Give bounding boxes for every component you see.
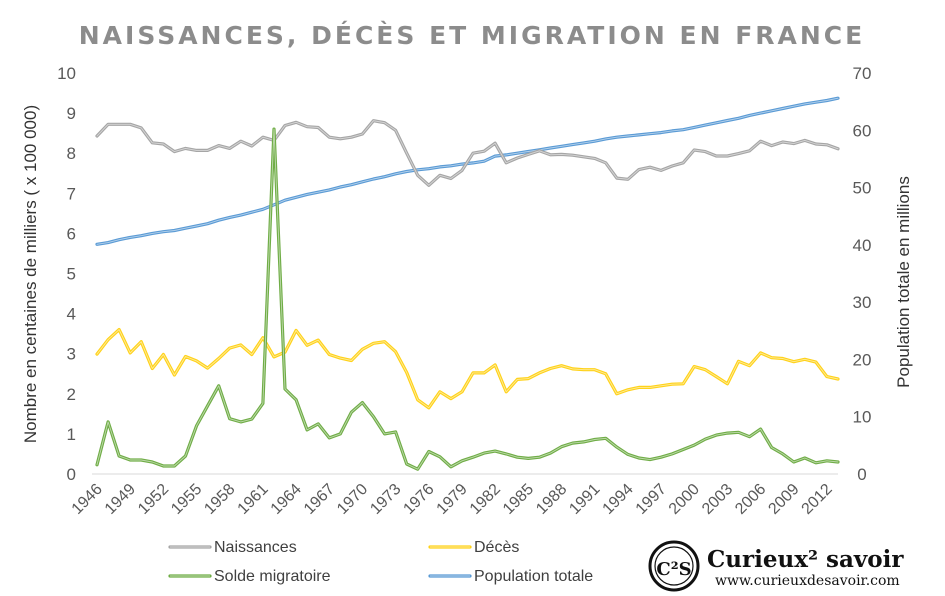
legend-label-solde-migratoire: Solde migratoire <box>214 568 331 585</box>
y2-tick-label: 0 <box>857 465 866 484</box>
x-tick-label: 1976 <box>400 481 437 518</box>
brand-name: Curieux² savoir <box>707 546 904 573</box>
series-line-naissances <box>95 119 840 187</box>
series-highlight-naissances <box>96 120 839 186</box>
y-tick-label: 7 <box>67 184 76 203</box>
x-tick-label: 2000 <box>666 481 703 518</box>
legend-label-d-c-s: Décès <box>474 539 519 556</box>
x-tick-label: 1991 <box>566 481 603 518</box>
y2-axis-label: Population totale en millions <box>894 176 913 388</box>
logo-ring <box>648 540 700 592</box>
x-tick-label: 1955 <box>168 481 205 518</box>
x-tick-label: 1982 <box>467 481 504 518</box>
series-highlight-solde-migratoire <box>96 128 839 470</box>
y-tick-label: 10 <box>57 64 76 83</box>
x-tick-label: 1964 <box>268 481 305 518</box>
x-tick-label: 1961 <box>235 481 272 518</box>
x-tick-label: 2006 <box>732 481 769 518</box>
x-tick-label: 1958 <box>201 481 238 518</box>
y2-axis-ticks: 0 10 20 30 40 50 60 70 <box>853 64 872 484</box>
y2-tick-label: 20 <box>853 350 872 369</box>
y-tick-label: 5 <box>67 265 76 284</box>
x-tick-label: 1970 <box>334 481 371 518</box>
x-tick-label: 1967 <box>301 481 338 518</box>
brand-logo: C²S <box>648 540 700 592</box>
y-tick-label: 3 <box>67 345 76 364</box>
x-tick-label: 1985 <box>500 481 537 518</box>
x-axis-ticks: 1946194919521955195819611964196719701973… <box>69 481 836 518</box>
y2-tick-label: 60 <box>853 121 872 140</box>
y-tick-label: 8 <box>67 144 76 163</box>
chart-title: NAISSANCES, DÉCÈS ET MIGRATION EN FRANCE <box>79 21 865 50</box>
y2-tick-label: 40 <box>853 236 872 255</box>
x-tick-label: 2009 <box>765 481 802 518</box>
legend: Naissances Décès Solde migratoire Populatio… <box>168 539 593 585</box>
y2-tick-label: 10 <box>853 408 872 427</box>
x-tick-label: 1979 <box>434 481 471 518</box>
x-tick-label: 1952 <box>135 481 172 518</box>
series-line-d-c-s <box>95 328 840 410</box>
y-tick-label: 0 <box>67 465 76 484</box>
x-tick-label: 1997 <box>633 481 670 518</box>
y-tick-label: 1 <box>67 425 76 444</box>
legend-label-naissances: Naissances <box>214 539 297 556</box>
x-tick-label: 1994 <box>600 481 637 518</box>
x-tick-label: 1946 <box>69 481 106 518</box>
y-axis-label: Nombre en centaines de milliers ( x 100 … <box>21 105 40 443</box>
series-highlight-d-c-s <box>96 329 839 409</box>
y-tick-label: 4 <box>67 305 76 324</box>
series-line-solde-migratoire <box>95 127 840 471</box>
x-tick-label: 2003 <box>699 481 736 518</box>
y2-tick-label: 70 <box>853 64 872 83</box>
y-axis-ticks: 0 1 2 3 4 5 6 7 8 9 10 <box>57 64 76 484</box>
y2-tick-label: 50 <box>853 179 872 198</box>
y-tick-label: 2 <box>67 385 76 404</box>
x-tick-label: 1973 <box>367 481 404 518</box>
series-line-population-totale <box>95 96 840 246</box>
logo-letters: C²S <box>656 559 691 580</box>
y-tick-label: 9 <box>67 104 76 123</box>
x-tick-label: 1988 <box>533 481 570 518</box>
x-tick-label: 1949 <box>102 481 139 518</box>
logo-inner-ring <box>654 546 694 586</box>
y2-tick-label: 30 <box>853 293 872 312</box>
x-tick-label: 2012 <box>799 481 836 518</box>
series-layer <box>95 96 840 471</box>
brand-url: www.curieuxdesavoir.com <box>715 573 900 589</box>
y-tick-label: 6 <box>67 224 76 243</box>
legend-label-population-totale: Population totale <box>474 568 593 585</box>
